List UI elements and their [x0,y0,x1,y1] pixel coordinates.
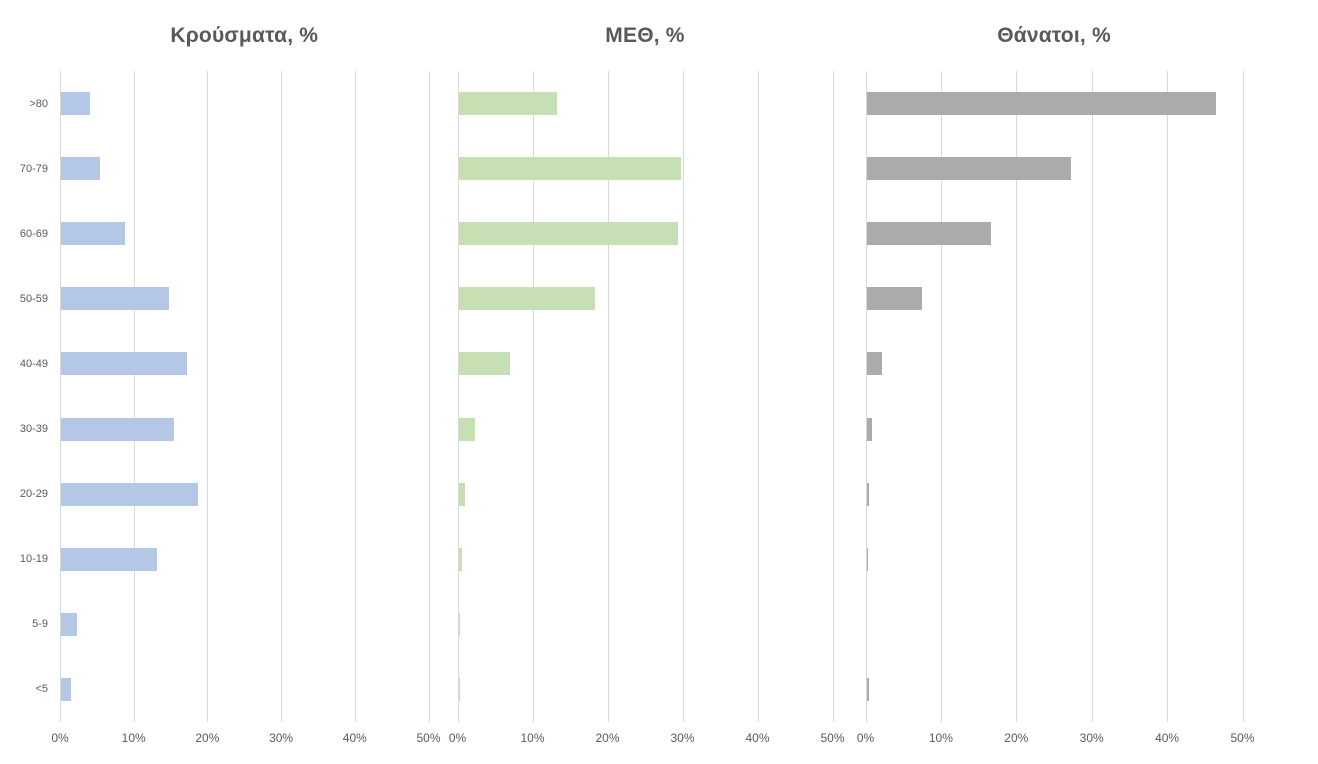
bar [61,157,101,181]
bar [458,417,475,441]
gridline [682,71,684,722]
x-tick-label: 0% [856,731,875,745]
bar [866,222,991,246]
gridline [832,71,834,722]
y-category-label: 40-49 [19,357,48,370]
bar [866,157,1071,181]
x-tick-label: 0% [448,731,467,745]
x-tick-label: 30% [670,731,695,745]
y-category-label: 20-29 [19,488,48,501]
x-tick-label: 20% [195,731,220,745]
gridline [133,71,135,722]
gridline [1242,71,1244,722]
bar [61,417,175,441]
x-tick-label: 40% [1155,731,1180,745]
gridline [60,71,61,722]
chart-title-deaths: Θάνατοι, % [997,24,1111,47]
x-tick-label: 50% [820,731,845,745]
y-category-label: <5 [35,683,48,696]
bar [458,92,557,116]
bar [866,417,872,441]
bar [866,352,882,376]
y-category-label: 60-69 [19,227,48,240]
bar [61,287,170,311]
bar [458,482,465,506]
gridline [457,71,459,722]
gridline [281,71,283,722]
gridline [757,71,759,722]
gridline [532,71,534,722]
bar [458,157,681,181]
y-category-label: 50-59 [19,292,48,305]
bar [61,482,199,506]
bar [458,612,460,636]
bar [61,222,126,246]
x-tick-label: 40% [745,731,770,745]
chart-title-icu: ΜΕΘ, % [605,24,685,47]
bar [458,547,462,571]
gridline [207,71,209,722]
bar [458,352,510,376]
x-tick-label: 30% [1079,731,1104,745]
gridline [940,71,942,722]
gridline [1167,71,1169,722]
bar [61,352,188,376]
bar [61,547,157,571]
bar [458,677,460,701]
y-category-label: 10-19 [19,553,48,566]
y-category-label: 5-9 [32,618,48,631]
x-tick-label: 0% [51,731,69,745]
gridline [1091,71,1093,722]
gridline [865,71,867,722]
x-tick-label: 10% [928,731,953,745]
gridline [428,71,430,722]
bar [866,92,1217,116]
bar [458,287,595,311]
x-tick-label: 20% [1004,731,1029,745]
gridline [1016,71,1018,722]
chart-title-cases: Κρούσματα, % [170,24,319,47]
gridline [354,71,356,722]
x-tick-label: 20% [595,731,620,745]
gridline [607,71,609,722]
bar [61,92,91,116]
bar [866,287,923,311]
y-category-label: 70-79 [19,162,48,175]
bar [61,677,72,701]
y-category-label: 30-39 [19,423,48,436]
x-tick-label: 10% [520,731,545,745]
x-tick-label: 10% [121,731,146,745]
bar [866,482,870,506]
x-tick-label: 50% [416,731,441,745]
x-tick-label: 40% [342,731,367,745]
bar [866,677,869,701]
y-category-label: >80 [29,97,48,110]
x-tick-label: 30% [269,731,294,745]
bar [61,612,78,636]
x-tick-label: 50% [1230,731,1255,745]
bar [458,222,679,246]
bar [866,547,869,571]
